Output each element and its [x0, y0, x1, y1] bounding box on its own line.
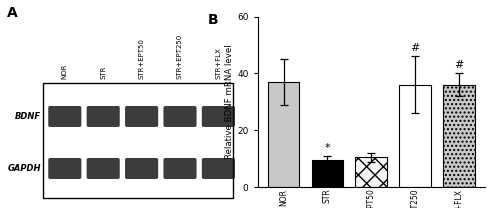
FancyBboxPatch shape [125, 106, 158, 127]
Text: BDNF: BDNF [14, 112, 41, 121]
Bar [43, 83, 233, 198]
Bar [356, 157, 387, 187]
Text: GAPDH: GAPDH [8, 164, 41, 173]
Text: STR+FLX: STR+FLX [216, 47, 222, 79]
FancyBboxPatch shape [202, 158, 235, 179]
FancyBboxPatch shape [125, 158, 158, 179]
Text: NOR: NOR [62, 64, 68, 79]
Text: A: A [7, 6, 18, 20]
FancyBboxPatch shape [86, 158, 120, 179]
Text: STR: STR [100, 66, 106, 79]
FancyBboxPatch shape [202, 106, 235, 127]
Text: #: # [454, 60, 464, 70]
FancyBboxPatch shape [48, 106, 82, 127]
Bar [268, 82, 300, 187]
Bar [443, 85, 474, 187]
FancyBboxPatch shape [48, 158, 82, 179]
Text: B: B [208, 13, 218, 27]
Bar [400, 85, 431, 187]
FancyBboxPatch shape [86, 106, 120, 127]
Text: *: * [324, 142, 330, 152]
Text: STR+EPT250: STR+EPT250 [177, 34, 183, 79]
FancyBboxPatch shape [164, 106, 196, 127]
Text: #: # [410, 43, 420, 53]
FancyBboxPatch shape [164, 158, 196, 179]
Bar [312, 160, 343, 187]
Text: STR+EPT50: STR+EPT50 [138, 38, 144, 79]
Y-axis label: Relative BDNF mRNA level: Relative BDNF mRNA level [225, 45, 234, 159]
